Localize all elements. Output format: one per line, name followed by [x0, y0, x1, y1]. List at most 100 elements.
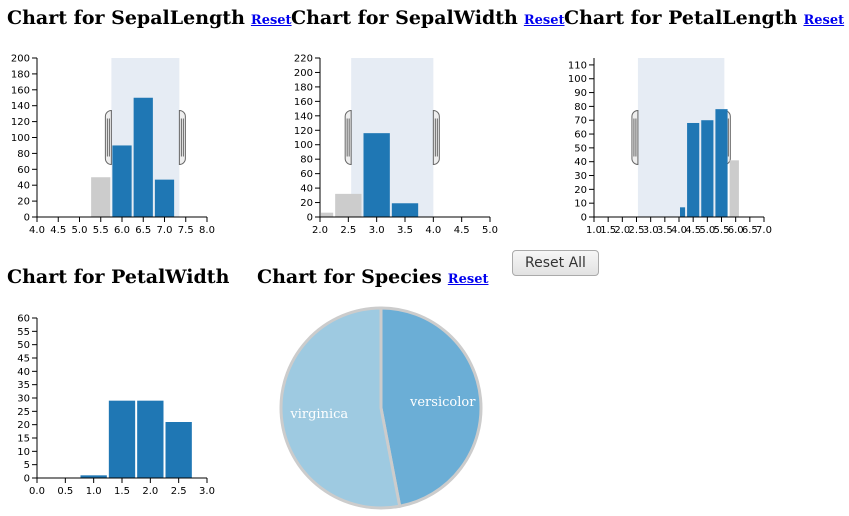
- y-tick-label: 180: [11, 69, 30, 80]
- x-tick-label: 5.0: [482, 225, 498, 236]
- x-tick-label: 4.5: [685, 225, 701, 236]
- x-tick-label: 2.5: [340, 225, 356, 236]
- pie-slice[interactable]: [279, 306, 402, 510]
- y-tick-label: 40: [17, 181, 30, 192]
- x-tick-label: 2.0: [312, 225, 328, 236]
- x-tick-label: 4.0: [425, 225, 441, 236]
- chart-title-sepalwidth: Chart for SepalWidth Reset: [291, 7, 565, 32]
- x-tick-label: 3.0: [369, 225, 385, 236]
- pie-slice[interactable]: [379, 306, 483, 508]
- histogram-bar[interactable]: [154, 179, 175, 217]
- x-tick-label: 7.5: [178, 225, 194, 236]
- pie-slice-label: versicolor: [409, 395, 476, 410]
- x-tick-label: 4.5: [50, 225, 66, 236]
- histogram-bar[interactable]: [133, 97, 153, 217]
- y-tick-label: 120: [11, 117, 30, 128]
- y-tick-label: 100: [11, 133, 30, 144]
- axis-group: 0 5 10 15 20 25 30 35 40 45 50 55 60 0.0 0.5 1.0 1.5 2.0 2…: [17, 314, 215, 498]
- histogram-bar[interactable]: [391, 203, 419, 217]
- y-tick-label: 40: [300, 184, 313, 195]
- x-tick-label: 1.0: [86, 486, 102, 497]
- reset-link-sepalwidth[interactable]: Reset: [523, 13, 565, 28]
- y-tick-label: 160: [11, 85, 30, 96]
- y-tick-label: 20: [574, 185, 587, 196]
- histogram-bar[interactable]: [687, 122, 700, 217]
- y-tick-label: 200: [294, 68, 313, 79]
- y-tick-label: 180: [294, 82, 313, 93]
- histogram-bar[interactable]: [165, 422, 192, 478]
- brush-handle[interactable]: [104, 109, 112, 166]
- brush-extent[interactable]: [351, 58, 434, 217]
- y-tick-label: 120: [294, 126, 313, 137]
- reset-link-species[interactable]: Reset: [447, 272, 489, 287]
- x-tick-label: 2.5: [171, 486, 187, 497]
- histogram-bar[interactable]: [701, 120, 714, 217]
- x-tick-label: 3.0: [199, 486, 215, 497]
- brush-handle[interactable]: [432, 109, 440, 166]
- x-tick-label: 8.0: [199, 225, 215, 236]
- y-tick-label: 50: [17, 340, 30, 351]
- y-tick-label: 80: [300, 155, 313, 166]
- x-tick-label: 0.5: [57, 486, 73, 497]
- x-tick-label: 5.5: [93, 225, 109, 236]
- x-tick-label: 3.0: [643, 225, 659, 236]
- x-tick-label: 3.5: [657, 225, 673, 236]
- x-tick-label: 1.5: [114, 486, 130, 497]
- histogram-bar[interactable]: [715, 109, 728, 217]
- pie-slice-label: virginica: [289, 407, 348, 422]
- reset-all-button[interactable]: Reset All: [512, 250, 599, 276]
- y-tick-label: 100: [568, 74, 587, 85]
- histogram-0: 0 20 40 60 80 100 120 140 160 180 200 4.0 4.5 5.0 5.5 6…: [11, 54, 215, 237]
- chart-title-species: Chart for Species Reset: [257, 266, 488, 291]
- histogram-2: 0 10 20 30 40 50 60 70 80 90 100 110 1.01.52.02.53.0…: [568, 58, 772, 236]
- y-tick-label: 50: [574, 143, 587, 154]
- y-tick-label: 60: [300, 169, 313, 180]
- histogram-1: 0 20 40 60 80 100 120 140 160 180 200 220 2.0 2.5 3.0 3…: [294, 54, 498, 237]
- axis-group: 0 20 40 60 80 100 120 140 160 180 200 4.0 4.5 5.0 5.5 6…: [11, 54, 215, 237]
- y-tick-label: 40: [574, 157, 587, 168]
- y-tick-label: 60: [17, 165, 30, 176]
- histogram-bar[interactable]: [729, 160, 739, 217]
- histogram-bar[interactable]: [363, 133, 390, 217]
- brush-handle[interactable]: [178, 109, 186, 166]
- y-tick-label: 70: [574, 116, 587, 127]
- reset-link-petallength[interactable]: Reset: [803, 13, 845, 28]
- y-tick-label: 20: [300, 198, 313, 209]
- y-tick-label: 140: [11, 101, 30, 112]
- x-tick-label: 5.5: [714, 225, 730, 236]
- x-tick-label: 7.0: [756, 225, 772, 236]
- x-tick-label: 5.0: [72, 225, 88, 236]
- brush-handle[interactable]: [631, 109, 639, 166]
- reset-link-sepallength[interactable]: Reset: [250, 13, 292, 28]
- x-tick-label: 3.5: [397, 225, 413, 236]
- chart-title-text: Chart for SepalLength: [7, 7, 245, 29]
- x-tick-label: 6.0: [728, 225, 744, 236]
- brush-handle[interactable]: [344, 109, 352, 166]
- histogram-bar[interactable]: [80, 475, 107, 478]
- histogram-bar[interactable]: [680, 207, 686, 217]
- histogram-bar[interactable]: [321, 212, 334, 217]
- y-tick-label: 140: [294, 111, 313, 122]
- y-tick-label: 35: [17, 380, 30, 391]
- chart-title-sepallength: Chart for SepalLength Reset: [7, 7, 292, 32]
- y-tick-label: 110: [568, 60, 587, 71]
- y-tick-label: 10: [574, 199, 587, 210]
- y-tick-label: 90: [574, 88, 587, 99]
- histogram-bar[interactable]: [108, 400, 136, 478]
- y-tick-label: 200: [11, 54, 30, 65]
- histogram-bar[interactable]: [112, 145, 132, 217]
- x-tick-label: 6.5: [742, 225, 758, 236]
- x-tick-label: 1.0: [586, 225, 602, 236]
- histogram-bar[interactable]: [91, 177, 111, 217]
- chart-title-petalwidth: Chart for PetalWidth: [7, 266, 229, 288]
- histogram-bar[interactable]: [335, 193, 362, 217]
- x-tick-label: 2.0: [142, 486, 158, 497]
- histogram-bar[interactable]: [137, 400, 164, 478]
- chart-title-text: Chart for SepalWidth: [291, 7, 518, 29]
- y-tick-label: 0: [24, 474, 30, 485]
- x-tick-label: 2.5: [629, 225, 645, 236]
- chart-title-text: Chart for PetalLength: [564, 7, 798, 29]
- y-tick-label: 80: [574, 102, 587, 113]
- y-tick-label: 60: [574, 130, 587, 141]
